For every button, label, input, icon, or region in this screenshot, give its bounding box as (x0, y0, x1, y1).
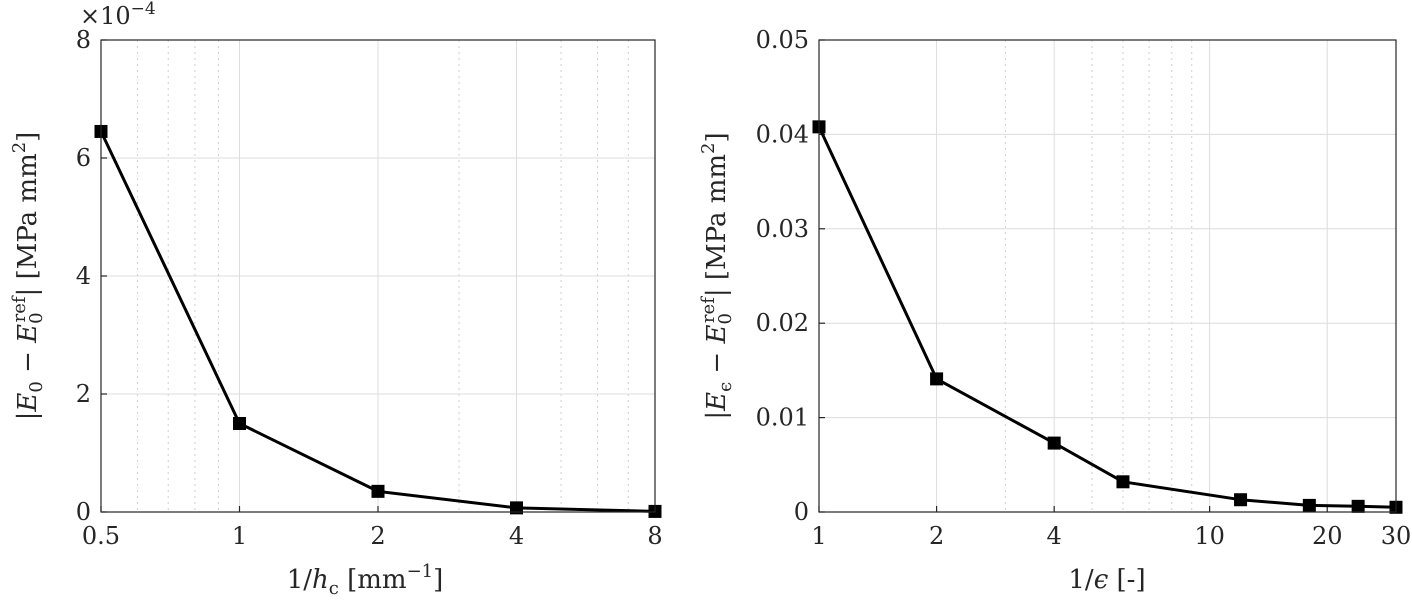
left-data-point (510, 501, 523, 515)
right-markers (812, 120, 1403, 514)
right-x-tick-label: 30 (1381, 522, 1412, 550)
right-y-tick-label: 0.05 (756, 26, 809, 54)
right-series-line (817, 126, 1397, 509)
left-x-tick-label: 0.5 (82, 522, 120, 550)
right-data-point (930, 372, 944, 386)
left-y-exponent: ×10−4 (80, 0, 156, 30)
left-grid (100, 39, 656, 513)
left-x-tick-label: 1 (232, 522, 247, 550)
right-x-tick-label: 10 (1194, 522, 1225, 550)
left-y-axis-label: |E0 − E0ref| [MPa mm2] (9, 132, 47, 421)
left-markers (94, 124, 662, 518)
left-data-point (371, 484, 385, 498)
right-x-tick-label: 1 (811, 522, 826, 550)
right-x-tick-labels: 1 2 4 10 20 30 (811, 522, 1411, 550)
left-y-tick-label: 4 (76, 262, 91, 290)
left-x-tick-label: 2 (370, 522, 385, 550)
right-grid (818, 39, 1397, 513)
right-x-tick-label: 4 (1047, 522, 1062, 550)
left-y-tick-label: 8 (76, 26, 91, 54)
left-x-axis-label: 1/hc [mm−1] (287, 561, 444, 599)
left-y-tick-label: 0 (76, 498, 91, 526)
right-data-point (1234, 493, 1248, 507)
left-y-tick-label: 2 (76, 380, 91, 408)
right-x-tick-label: 2 (929, 522, 944, 550)
right-y-tick-label: 0.02 (756, 309, 809, 337)
right-y-tick-label: 0 (794, 498, 809, 526)
right-x-tick-label: 20 (1312, 522, 1343, 550)
right-axes-frame (818, 39, 1397, 513)
right-y-tick-label: 0.03 (756, 215, 809, 243)
left-y-tick-label: 6 (76, 144, 91, 172)
right-x-axis-label: 1/ϵ [-] (1068, 565, 1145, 595)
right-y-tick-labels: 0 0.01 0.02 0.03 0.04 0.05 (756, 26, 809, 526)
right-data-point (1047, 436, 1061, 450)
left-y-tick-labels: 0 2 4 6 8 (76, 26, 91, 526)
left-axes-frame (100, 39, 656, 513)
right-data-point (1116, 475, 1130, 489)
right-chart: 1 2 4 10 20 30 00.010.020.030.040.05 1/ϵ [-] … (698, 26, 1411, 595)
left-x-tick-labels: 0.5 1 2 4 8 (82, 522, 663, 550)
right-y-tick-label: 0.04 (756, 120, 809, 148)
left-x-tick-label: 8 (647, 522, 662, 550)
left-data-point (233, 417, 246, 430)
left-chart: 0.5 1 2 4 8 0 2 4 6 8 ×10−4 1/hc [mm−1] |E0 − E0… (9, 0, 663, 599)
right-y-axis-label: |Eϵ − E0ref| [MPa mm2] (698, 132, 736, 419)
left-x-tick-label: 4 (509, 522, 524, 550)
right-data-point (1302, 498, 1316, 512)
right-y-tick-label: 0.01 (756, 404, 809, 432)
right-data-point (1351, 499, 1365, 513)
